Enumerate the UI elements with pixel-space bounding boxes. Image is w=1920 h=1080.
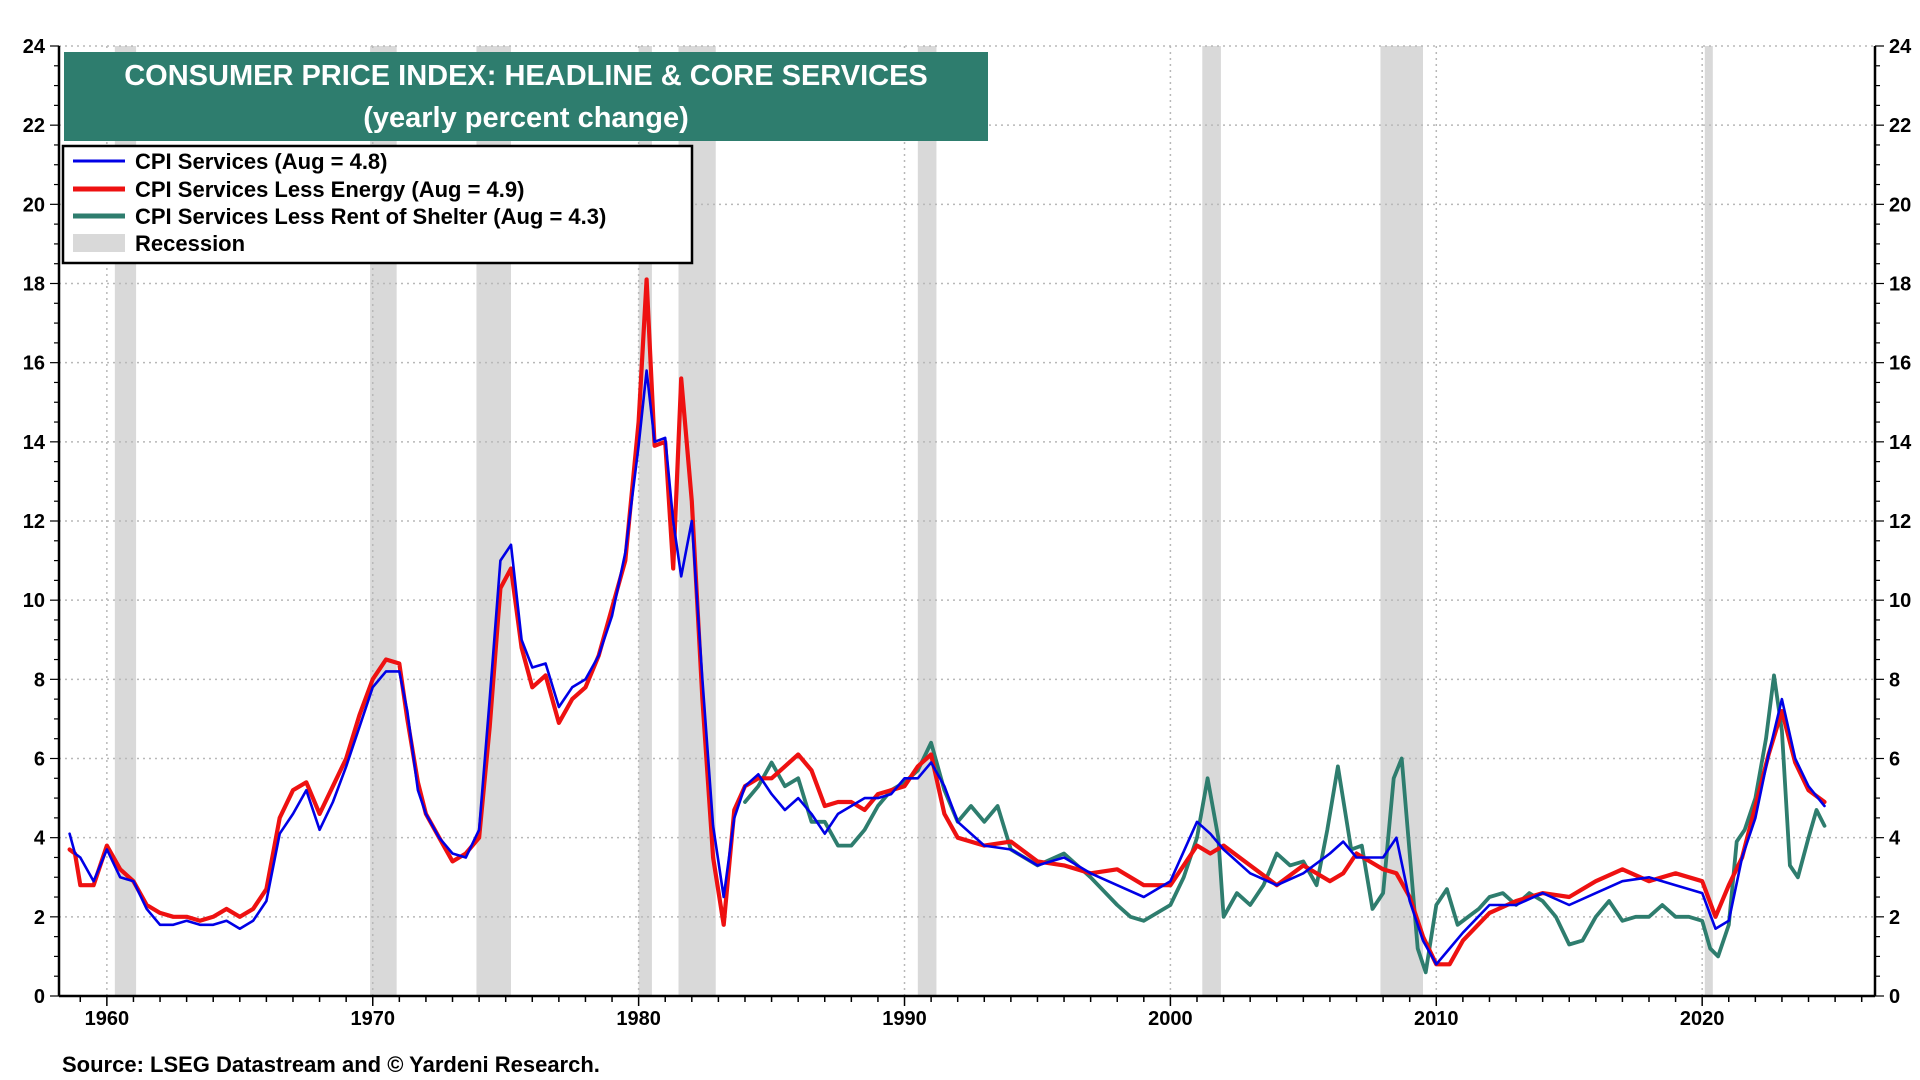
y-tick-label-right-16: 16: [1889, 353, 1911, 375]
chart-subtitle: (yearly percent change): [363, 102, 689, 134]
y-tick-label-left-10: 10: [23, 590, 45, 612]
y-tick-label-right-2: 2: [1889, 907, 1900, 929]
legend-label-recession: Recession: [135, 231, 245, 256]
x-tick-label-1960: 1960: [85, 1008, 130, 1030]
y-tick-label-right-8: 8: [1889, 669, 1900, 691]
series-line-less-rent: [743, 673, 1827, 975]
recession-band-5: [917, 46, 937, 996]
chart-title: CONSUMER PRICE INDEX: HEADLINE & CORE SE…: [124, 60, 928, 92]
y-tick-label-left-24: 24: [23, 36, 46, 58]
x-tick-label-2020: 2020: [1680, 1008, 1725, 1030]
legend-label-less-rent: CPI Services Less Rent of Shelter (Aug =…: [135, 204, 606, 229]
legend-label-less-energy: CPI Services Less Energy (Aug = 4.9): [135, 177, 524, 202]
y-tick-label-left-4: 4: [34, 828, 46, 850]
y-tick-label-right-12: 12: [1889, 511, 1911, 533]
x-tick-label-1990: 1990: [882, 1008, 927, 1030]
y-tick-label-right-6: 6: [1889, 749, 1900, 771]
x-tick-label-1980: 1980: [616, 1008, 661, 1030]
x-tick-label-2000: 2000: [1148, 1008, 1193, 1030]
y-tick-label-right-18: 18: [1889, 274, 1911, 296]
y-tick-label-right-14: 14: [1889, 432, 1912, 454]
legend-label-cpi-services: CPI Services (Aug = 4.8): [135, 149, 388, 174]
y-tick-label-left-8: 8: [34, 669, 45, 691]
series-line-cpi-services: [68, 369, 1826, 966]
y-tick-label-right-0: 0: [1889, 986, 1900, 1008]
title-background: [64, 52, 988, 141]
y-tick-label-left-6: 6: [34, 749, 45, 771]
recession-band-8: [1704, 46, 1713, 996]
y-tick-label-left-16: 16: [23, 353, 45, 375]
y-tick-label-left-22: 22: [23, 115, 45, 137]
legend-swatch-recession: [73, 234, 125, 252]
y-tick-label-right-4: 4: [1889, 828, 1901, 850]
x-tick-label-2010: 2010: [1414, 1008, 1459, 1030]
y-tick-label-right-10: 10: [1889, 590, 1911, 612]
axes: [50, 45, 1884, 1006]
y-tick-label-left-2: 2: [34, 907, 45, 929]
title-banner: CONSUMER PRICE INDEX: HEADLINE & CORE SE…: [64, 52, 988, 141]
y-tick-label-left-14: 14: [23, 432, 46, 454]
legend: CPI Services (Aug = 4.8) CPI Services Le…: [61, 144, 694, 265]
gridlines: [59, 45, 1875, 996]
y-tick-label-left-20: 20: [23, 194, 45, 216]
x-tick-label-1970: 1970: [350, 1008, 395, 1030]
series-lines: [67, 277, 1827, 975]
y-tick-label-left-0: 0: [34, 986, 45, 1008]
y-tick-label-right-20: 20: [1889, 194, 1911, 216]
source-note: Source: LSEG Datastream and © Yardeni Re…: [62, 1052, 600, 1077]
y-tick-label-left-18: 18: [23, 274, 45, 296]
y-tick-label-left-12: 12: [23, 511, 45, 533]
y-tick-label-right-24: 24: [1889, 36, 1912, 58]
legend-box: [61, 144, 694, 265]
y-tick-label-right-22: 22: [1889, 115, 1911, 137]
series-line-less-energy: [67, 277, 1827, 967]
